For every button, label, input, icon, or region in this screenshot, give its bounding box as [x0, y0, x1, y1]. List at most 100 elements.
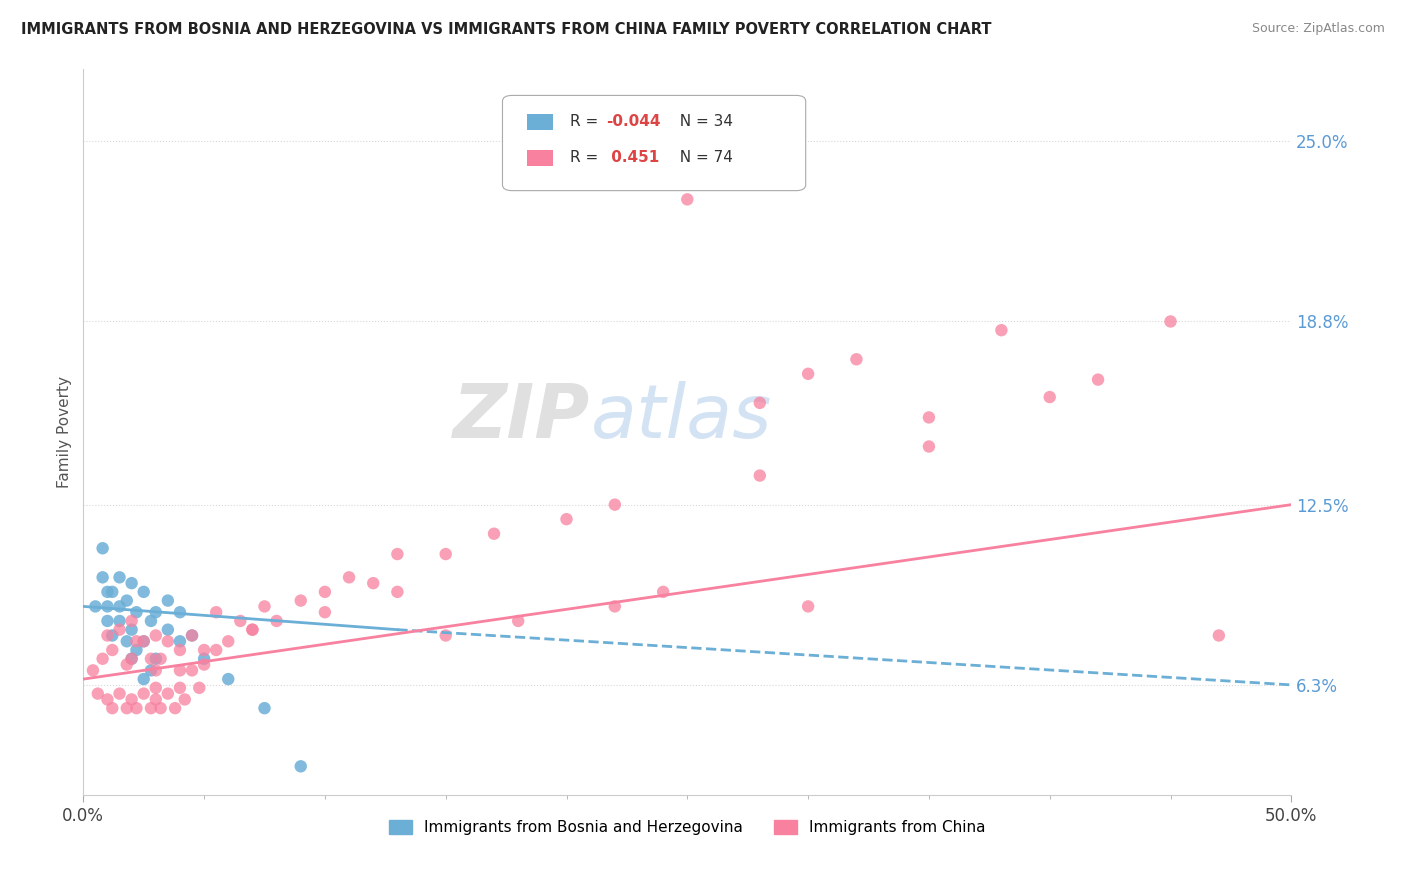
Text: N = 34: N = 34 — [671, 114, 734, 129]
Bar — [527, 113, 553, 129]
Point — [797, 599, 820, 614]
Bar — [527, 150, 553, 166]
Point — [91, 651, 114, 665]
Point — [1208, 628, 1230, 642]
Point — [205, 605, 228, 619]
Point — [1039, 390, 1062, 404]
Point — [173, 692, 195, 706]
Point — [188, 681, 211, 695]
Point — [337, 570, 360, 584]
Point — [314, 605, 336, 619]
Point — [1160, 314, 1182, 328]
Point — [290, 759, 312, 773]
Point — [108, 623, 131, 637]
Point — [748, 396, 770, 410]
Point — [181, 664, 204, 678]
Point — [82, 664, 104, 678]
Point — [193, 651, 215, 665]
Point — [91, 541, 114, 556]
Point — [96, 692, 118, 706]
Point — [125, 643, 148, 657]
Point — [96, 614, 118, 628]
Point — [115, 657, 138, 672]
Point — [603, 599, 626, 614]
Point — [149, 701, 172, 715]
Point — [156, 593, 179, 607]
Point — [121, 576, 143, 591]
Point — [125, 701, 148, 715]
Point — [96, 599, 118, 614]
Point — [361, 576, 384, 591]
Point — [603, 498, 626, 512]
Point — [115, 701, 138, 715]
Point — [156, 687, 179, 701]
Point — [918, 410, 941, 425]
Point — [101, 628, 124, 642]
Point — [193, 643, 215, 657]
Point — [508, 614, 530, 628]
Y-axis label: Family Poverty: Family Poverty — [58, 376, 72, 488]
Point — [434, 547, 457, 561]
Point — [676, 192, 699, 206]
Point — [132, 634, 155, 648]
Point — [91, 570, 114, 584]
Point — [253, 701, 276, 715]
Point — [149, 651, 172, 665]
Point — [314, 585, 336, 599]
Text: Source: ZipAtlas.com: Source: ZipAtlas.com — [1251, 22, 1385, 36]
Point — [156, 634, 179, 648]
Point — [797, 367, 820, 381]
Point — [108, 570, 131, 584]
Point — [115, 593, 138, 607]
Point — [145, 605, 167, 619]
Point — [845, 352, 868, 367]
Point — [145, 664, 167, 678]
Point — [115, 634, 138, 648]
Point — [145, 681, 167, 695]
Point — [145, 692, 167, 706]
Point — [193, 657, 215, 672]
Point — [169, 605, 191, 619]
Point — [108, 614, 131, 628]
Point — [290, 593, 312, 607]
Point — [918, 440, 941, 454]
Point — [217, 672, 239, 686]
Point — [132, 672, 155, 686]
Point — [96, 628, 118, 642]
FancyBboxPatch shape — [502, 95, 806, 191]
Point — [101, 643, 124, 657]
Point — [165, 701, 187, 715]
Text: R =: R = — [569, 114, 603, 129]
Point — [132, 634, 155, 648]
Point — [145, 651, 167, 665]
Text: atlas: atlas — [591, 382, 772, 453]
Point — [121, 651, 143, 665]
Point — [1087, 373, 1109, 387]
Point — [139, 614, 162, 628]
Point — [169, 664, 191, 678]
Point — [139, 651, 162, 665]
Point — [169, 681, 191, 695]
Point — [253, 599, 276, 614]
Point — [217, 634, 239, 648]
Point — [434, 628, 457, 642]
Text: IMMIGRANTS FROM BOSNIA AND HERZEGOVINA VS IMMIGRANTS FROM CHINA FAMILY POVERTY C: IMMIGRANTS FROM BOSNIA AND HERZEGOVINA V… — [21, 22, 991, 37]
Point — [101, 701, 124, 715]
Text: -0.044: -0.044 — [606, 114, 661, 129]
Point — [108, 687, 131, 701]
Point — [482, 526, 505, 541]
Point — [652, 585, 675, 599]
Point — [121, 614, 143, 628]
Point — [205, 643, 228, 657]
Point — [555, 512, 578, 526]
Point — [266, 614, 288, 628]
Text: ZIP: ZIP — [453, 381, 591, 454]
Text: 0.451: 0.451 — [606, 151, 659, 165]
Legend: Immigrants from Bosnia and Herzegovina, Immigrants from China: Immigrants from Bosnia and Herzegovina, … — [389, 820, 986, 835]
Point — [84, 599, 107, 614]
Point — [387, 547, 409, 561]
Point — [96, 585, 118, 599]
Point — [242, 623, 264, 637]
Point — [87, 687, 110, 701]
Point — [990, 323, 1012, 337]
